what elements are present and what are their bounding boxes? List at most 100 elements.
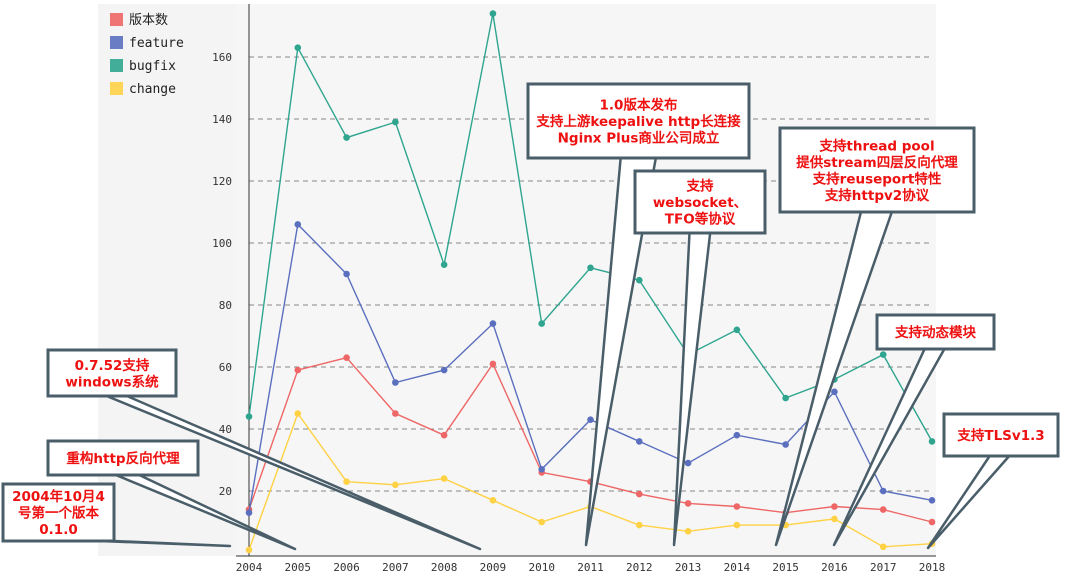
y-tick-label: 120 <box>212 175 232 188</box>
y-tick-label: 160 <box>212 51 232 64</box>
data-point <box>343 478 350 486</box>
callout-box <box>633 169 767 235</box>
callout-text: 重构http反向代理 <box>66 450 180 467</box>
data-point <box>538 518 546 526</box>
data-point <box>733 431 741 439</box>
legend-swatch <box>110 59 123 72</box>
data-point <box>392 481 399 489</box>
y-tick-label: 20 <box>219 485 232 498</box>
x-tick-label: 2009 <box>480 561 507 574</box>
data-point <box>440 366 448 374</box>
data-point <box>245 413 253 420</box>
callout-text: 支持上游keepalive http长连接 <box>535 113 741 130</box>
callout-pointer <box>926 452 1013 550</box>
data-point <box>684 528 692 535</box>
callout-text: 支持thread pool <box>818 137 934 154</box>
data-point <box>489 497 497 504</box>
x-tick-label: 2005 <box>285 561 312 574</box>
callout-text: 支持 <box>686 178 715 195</box>
x-tick-label: 2012 <box>626 561 653 574</box>
data-point <box>245 509 253 516</box>
callout-box <box>46 439 200 477</box>
callout-text: 支持TLSv1.3 <box>956 427 1044 444</box>
y-tick-label: 100 <box>212 237 232 250</box>
data-point <box>489 10 497 17</box>
data-point <box>831 515 838 523</box>
y-tick-label: 80 <box>219 299 232 312</box>
data-point <box>294 366 302 374</box>
callout-box <box>526 82 751 160</box>
data-point <box>489 320 497 327</box>
callout-text: 提供stream四层反向代理 <box>796 154 958 171</box>
data-point <box>635 521 643 529</box>
data-point <box>343 134 350 141</box>
data-point <box>879 487 887 495</box>
data-point <box>392 410 399 417</box>
x-tick-label: 2016 <box>821 561 848 574</box>
y-tick-label: 140 <box>212 113 232 126</box>
data-point <box>635 490 643 498</box>
callout-text: 2004年10月4 <box>12 488 105 505</box>
x-tick-label: 2004 <box>236 561 263 574</box>
callout-box <box>875 313 996 351</box>
data-point <box>587 416 594 424</box>
data-point <box>831 388 838 396</box>
y-tick-label: 60 <box>219 361 232 374</box>
data-point <box>440 261 448 269</box>
data-point <box>343 354 350 362</box>
x-tick-label: 2010 <box>528 561 555 574</box>
callout-box <box>1 482 116 543</box>
data-point <box>489 360 497 368</box>
x-tick-label: 2014 <box>724 561 751 574</box>
data-point <box>587 264 594 272</box>
callout-group: 支持动态模块 <box>894 324 976 341</box>
data-point <box>928 497 936 504</box>
data-point <box>879 351 887 358</box>
callout-box <box>778 126 976 214</box>
data-point <box>879 506 887 513</box>
y-tick-label: 40 <box>219 423 232 436</box>
data-point <box>392 118 399 126</box>
x-tick-label: 2017 <box>870 561 897 574</box>
callout-text: 支持动态模块 <box>894 324 976 341</box>
legend-label: bugfix <box>129 59 176 74</box>
callout-group: 支持thread pool提供stream四层反向代理支持reuseport特性… <box>796 137 958 204</box>
data-point <box>538 320 546 327</box>
x-tick-label: 2015 <box>772 561 799 574</box>
data-point <box>440 431 448 439</box>
callout-text: windows系统 <box>65 373 159 390</box>
callout-text: 支持reuseport特性 <box>812 170 942 187</box>
data-point <box>928 438 936 445</box>
data-point <box>392 379 399 386</box>
x-tick-label: 2008 <box>431 561 458 574</box>
callout-box <box>942 412 1060 458</box>
callout-text: TFO等协议 <box>665 211 736 228</box>
data-point <box>831 503 838 510</box>
callout-text: 支持httpv2协议 <box>824 187 930 204</box>
data-point <box>733 326 741 334</box>
data-point <box>343 270 350 278</box>
callout-group: 重构http反向代理 <box>66 450 180 467</box>
data-point <box>782 394 789 402</box>
callout-box <box>46 348 178 398</box>
callout-text: 号第一个版本 <box>18 505 99 522</box>
data-point <box>635 276 643 284</box>
callout-group: 支持TLSv1.3 <box>956 427 1044 444</box>
data-point <box>684 459 692 467</box>
data-point <box>733 503 741 510</box>
legend-swatch <box>110 82 123 95</box>
data-point <box>684 500 692 507</box>
data-point <box>294 44 302 51</box>
data-point <box>635 438 643 445</box>
data-point <box>294 221 302 228</box>
data-point <box>782 441 789 448</box>
callout-text: 0.1.0 <box>39 522 77 538</box>
x-tick-label: 2007 <box>382 561 409 574</box>
data-point <box>879 543 887 551</box>
legend-label: change <box>129 82 176 97</box>
callout-text: Nginx Plus商业公司成立 <box>558 130 720 147</box>
